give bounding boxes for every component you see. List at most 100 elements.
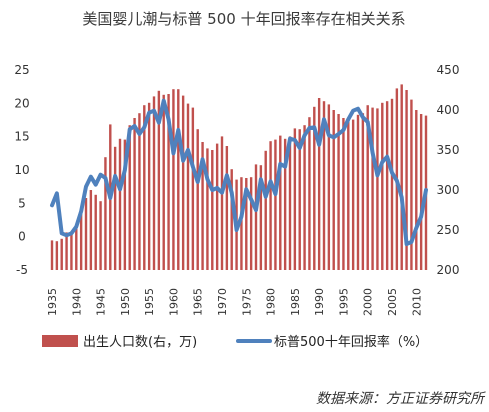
return-point [274, 192, 277, 196]
birth-bar [191, 107, 195, 270]
birth-bar [118, 138, 122, 270]
x-tick-label: 1985 [289, 288, 302, 316]
x-tick-label: 2000 [362, 288, 375, 316]
x-tick-label: 1995 [337, 288, 350, 316]
return-point [152, 109, 156, 112]
birth-bar [75, 225, 78, 270]
return-point [79, 210, 83, 213]
return-point [89, 175, 93, 178]
return-point [400, 196, 403, 199]
birth-bar [308, 117, 311, 270]
right-tick-label: 250 [437, 223, 460, 237]
birth-bar [269, 141, 272, 270]
birth-bar [264, 150, 267, 270]
x-tick-label: 1980 [265, 288, 278, 316]
birth-bar [123, 139, 127, 270]
birth-bar [113, 146, 117, 270]
birth-bar [240, 177, 243, 270]
birth-bar [347, 118, 350, 270]
birth-bar [201, 142, 204, 270]
return-point [177, 128, 180, 132]
x-tick-label: 1945 [95, 288, 108, 316]
birth-bar [283, 138, 287, 270]
return-point [172, 152, 175, 155]
return-point [424, 188, 428, 192]
return-point [288, 137, 292, 140]
birth-bar [327, 104, 331, 271]
return-point [385, 155, 389, 158]
birth-bar [152, 96, 156, 271]
birth-bar [55, 241, 59, 270]
left-tick-label: 10 [14, 163, 29, 177]
return-point [206, 178, 209, 181]
birth-bar [206, 148, 209, 270]
birth-bar [147, 102, 151, 270]
return-point [113, 174, 117, 178]
birth-bar [400, 84, 403, 271]
x-tick-label: 2010 [410, 288, 423, 316]
x-tick-label: 2005 [386, 288, 399, 316]
birth-bar [60, 238, 63, 270]
return-point [298, 146, 301, 150]
return-point [104, 176, 107, 180]
birth-bar [104, 157, 107, 270]
birth-bar [356, 114, 360, 270]
birth-bar [230, 169, 233, 270]
birth-bar [172, 89, 175, 270]
return-point [327, 134, 331, 137]
birth-bar [410, 99, 413, 270]
x-axis: 1935 1940 1945 1950 1955 1960 1965 1970 1975 1980… [46, 288, 423, 316]
return-point [366, 120, 369, 124]
return-point [347, 118, 350, 121]
birth-bar [211, 150, 214, 270]
birth-bar [337, 114, 340, 270]
return-point [293, 138, 297, 142]
legend: 出生人口数(右，万) 标普500十年回报率（%） [42, 334, 428, 350]
return-point [342, 128, 345, 132]
legend-bar-label: 出生人口数(右，万) [83, 335, 197, 350]
return-point [186, 148, 190, 152]
birth-bar [317, 98, 321, 270]
birth-bar [361, 113, 365, 270]
birth-bar [94, 194, 97, 270]
return-point [143, 126, 146, 129]
left-tick-label: 15 [14, 130, 29, 144]
return-point [371, 151, 374, 154]
birth-bar [50, 240, 54, 270]
birth-bar [366, 105, 369, 270]
chart-title: 美国婴儿潮与标普 500 十年回报率存在相关关系 [82, 10, 405, 28]
right-tick-label: 350 [437, 143, 460, 157]
return-point [162, 99, 165, 102]
left-tick-label: 5 [18, 196, 26, 210]
birth-bar [313, 106, 316, 270]
birth-bar [79, 214, 83, 270]
x-tick-label: 1955 [143, 288, 156, 316]
right-axis: 200 250 300 350 400 450 [437, 63, 460, 277]
line-series [50, 98, 428, 246]
return-point [390, 171, 394, 174]
birth-bar [133, 118, 136, 270]
birth-bar [415, 110, 418, 270]
return-point [157, 121, 161, 124]
return-point [415, 226, 418, 230]
return-point [181, 159, 185, 162]
birth-bar [376, 108, 379, 271]
birth-bar [186, 103, 190, 270]
birth-bar [254, 164, 258, 270]
return-point [128, 128, 131, 131]
return-point [264, 195, 267, 198]
birth-bar [405, 90, 408, 270]
return-point [147, 111, 151, 114]
return-point [220, 191, 224, 194]
bar-series [50, 84, 428, 271]
birth-bar [138, 113, 141, 270]
return-point [230, 191, 233, 194]
return-point [123, 168, 127, 172]
birth-bar [167, 94, 170, 270]
birth-bar [245, 178, 248, 270]
return-point [381, 160, 384, 164]
return-point [191, 165, 195, 168]
return-point [225, 174, 229, 177]
return-point [337, 132, 340, 136]
birth-bar [157, 90, 161, 270]
